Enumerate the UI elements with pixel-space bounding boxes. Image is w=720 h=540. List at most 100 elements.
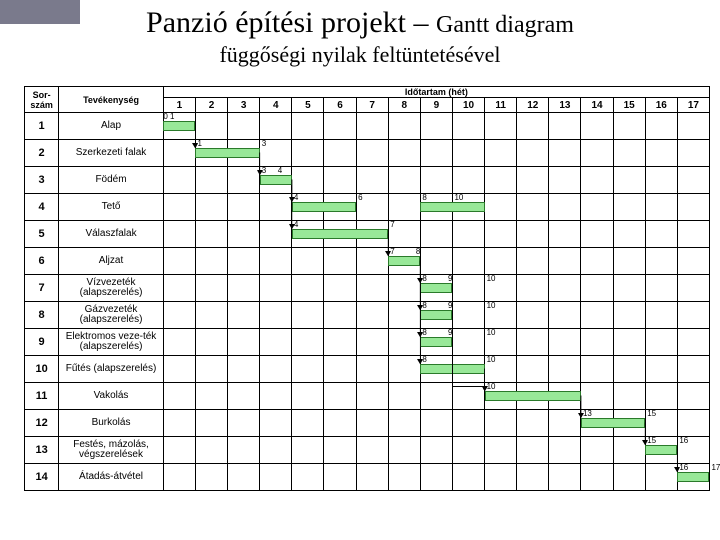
week-header-cell: 9 <box>420 98 452 113</box>
gantt-cell <box>228 437 260 464</box>
gantt-cell <box>677 329 709 356</box>
col-tev: Tevékenység <box>59 87 164 113</box>
dep-label: 8 <box>422 274 426 283</box>
gantt-cell <box>163 221 195 248</box>
gantt-cell <box>549 140 581 167</box>
week-header-cell: 5 <box>292 98 324 113</box>
gantt-cell <box>645 329 677 356</box>
gantt-cell <box>163 464 195 491</box>
week-header-cell: 7 <box>356 98 388 113</box>
gantt-cell <box>452 302 484 329</box>
gantt-cell <box>485 140 517 167</box>
gantt-bar <box>388 256 420 266</box>
dep-label: 17 <box>711 463 720 472</box>
row-number: 6 <box>25 248 59 275</box>
gantt-cell <box>260 275 292 302</box>
gantt-bar <box>420 364 484 374</box>
gantt-cell <box>292 248 324 275</box>
gantt-cell <box>677 221 709 248</box>
gantt-cell <box>195 167 227 194</box>
gantt-cell <box>581 356 613 383</box>
gantt-cell <box>228 275 260 302</box>
gantt-cell <box>356 437 388 464</box>
gantt-cell <box>163 248 195 275</box>
dep-label: 8 <box>416 247 420 256</box>
activity-label: Aljzat <box>59 248 164 275</box>
gantt-cell <box>195 302 227 329</box>
gantt-cell <box>324 248 356 275</box>
gantt-bar <box>581 418 645 428</box>
activity-label: Alap <box>59 113 164 140</box>
gantt-row: 6Aljzat <box>25 248 710 275</box>
row-number: 8 <box>25 302 59 329</box>
gantt-bar <box>420 337 452 347</box>
gantt-cell <box>356 248 388 275</box>
dep-label: 10 <box>487 382 496 391</box>
gantt-cell <box>292 464 324 491</box>
gantt-cell <box>420 464 452 491</box>
dep-label: 6 <box>358 193 362 202</box>
dep-label: 10 <box>487 301 496 310</box>
gantt-cell <box>485 410 517 437</box>
dep-label: 13 <box>583 409 592 418</box>
gantt-cell <box>485 221 517 248</box>
gantt-cell <box>645 383 677 410</box>
gantt-cell <box>581 464 613 491</box>
gantt-cell <box>549 302 581 329</box>
gantt-row: 14Átadás-átvétel <box>25 464 710 491</box>
dep-label: 4 <box>278 166 282 175</box>
gantt-bar <box>292 202 356 212</box>
gantt-cell <box>613 194 645 221</box>
gantt-cell <box>324 302 356 329</box>
gantt-cell <box>420 113 452 140</box>
gantt-cell <box>163 302 195 329</box>
gantt-cell <box>420 221 452 248</box>
activity-label: Tető <box>59 194 164 221</box>
gantt-cell <box>324 410 356 437</box>
gantt-cell <box>292 275 324 302</box>
gantt-cell <box>420 383 452 410</box>
gantt-cell <box>228 410 260 437</box>
gantt-cell <box>292 167 324 194</box>
gantt-cell <box>260 437 292 464</box>
dep-label: 10 <box>487 274 496 283</box>
gantt-row: 11Vakolás <box>25 383 710 410</box>
gantt-cell <box>324 356 356 383</box>
gantt-cell <box>613 464 645 491</box>
gantt-cell <box>517 113 549 140</box>
gantt-cell <box>581 194 613 221</box>
gantt-cell <box>549 437 581 464</box>
gantt-cell <box>356 410 388 437</box>
gantt-cell <box>163 410 195 437</box>
gantt-cell <box>549 410 581 437</box>
gantt-cell <box>260 248 292 275</box>
gantt-cell <box>388 140 420 167</box>
gantt-cell <box>581 383 613 410</box>
gantt-cell <box>356 302 388 329</box>
dep-label: 7 <box>390 247 394 256</box>
gantt-cell <box>645 248 677 275</box>
gantt-cell <box>517 275 549 302</box>
gantt-cell <box>613 113 645 140</box>
gantt-cell <box>485 464 517 491</box>
week-header-cell: 15 <box>613 98 645 113</box>
gantt-cell <box>517 167 549 194</box>
gantt-cell <box>195 410 227 437</box>
gantt-cell <box>260 221 292 248</box>
gantt-cell <box>645 302 677 329</box>
gantt-cell <box>292 329 324 356</box>
gantt-cell <box>324 167 356 194</box>
gantt-cell <box>485 167 517 194</box>
gantt-cell <box>163 356 195 383</box>
gantt-cell <box>581 275 613 302</box>
row-number: 1 <box>25 113 59 140</box>
gantt-cell <box>195 329 227 356</box>
dep-label: 10 <box>487 328 496 337</box>
gantt-cell <box>324 437 356 464</box>
gantt-cell <box>517 248 549 275</box>
activity-label: Gázvezeték (alapszerelés) <box>59 302 164 329</box>
gantt-cell <box>452 410 484 437</box>
gantt-cell <box>228 464 260 491</box>
gantt-cell <box>549 275 581 302</box>
gantt-cell <box>195 113 227 140</box>
